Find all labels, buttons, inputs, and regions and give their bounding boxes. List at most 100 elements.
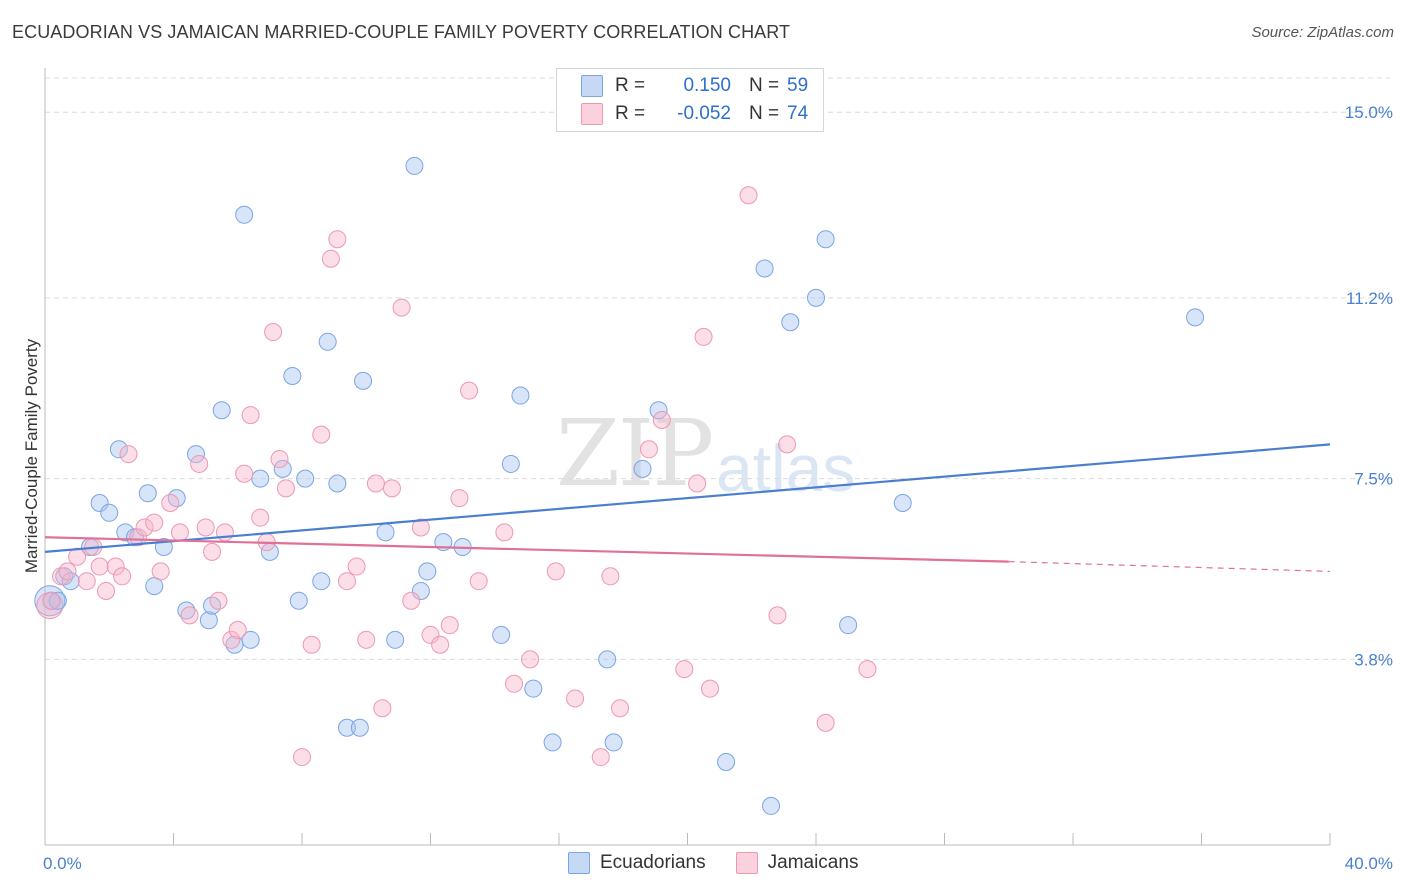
- jamaican-point: [546, 562, 565, 581]
- jamaican-point: [688, 474, 707, 493]
- jamaican-point: [328, 230, 347, 249]
- ecuadorian-point: [312, 572, 331, 591]
- jamaican-trend-extension: [1008, 561, 1331, 573]
- jamaican-point: [739, 186, 758, 205]
- jamaican-point: [392, 298, 411, 317]
- ecuadorian-point: [807, 288, 825, 307]
- ecuadorian-point: [90, 494, 109, 513]
- jamaican-point: [652, 410, 671, 429]
- legend-n-label: N =: [749, 103, 780, 124]
- ecuadorian-point: [289, 591, 308, 610]
- jamaican-point: [190, 454, 209, 473]
- ecuadorian-point: [235, 205, 254, 224]
- legend-swatch-jamaicans: [581, 103, 603, 125]
- jamaican-point: [421, 625, 440, 644]
- ecuadorian-point: [318, 332, 337, 351]
- jamaican-point: [235, 464, 254, 483]
- jamaican-point: [778, 435, 797, 454]
- jamaican-point: [228, 621, 247, 640]
- series-legend-jamaicans[interactable]: Jamaicans: [735, 852, 858, 874]
- ecuadorian-point: [501, 454, 520, 473]
- series-swatch-ecuadorians: [568, 852, 590, 874]
- legend-n-value: 74: [787, 103, 809, 124]
- watermark-zip: ZIP: [556, 400, 714, 507]
- jamaican-point: [858, 660, 877, 679]
- jamaican-point: [321, 249, 340, 268]
- series-legend: Ecuadorians Jamaicans: [568, 852, 888, 874]
- y-tick-label: 15.0%: [1345, 103, 1393, 122]
- legend-r-label: R =: [615, 75, 646, 96]
- ecuadorian-point: [755, 259, 774, 278]
- jamaican-point: [460, 381, 479, 400]
- jamaican-point: [58, 562, 77, 581]
- ecuadorian-trend-line: [44, 443, 1331, 553]
- jamaican-point: [276, 479, 295, 498]
- legend-row-ecuadorians: R = 0.150 N = 59: [581, 73, 808, 99]
- jamaican-point: [505, 674, 524, 693]
- jamaican-point: [440, 616, 459, 635]
- jamaican-point: [293, 748, 311, 767]
- jamaican-trend-line: [44, 536, 1009, 563]
- legend: R = 0.150 N = 59 R = -0.052 N = 74: [556, 68, 824, 132]
- ecuadorian-point: [296, 469, 315, 488]
- ecuadorian-point: [604, 733, 623, 752]
- jamaican-point: [135, 518, 154, 537]
- jamaican-point: [700, 679, 719, 698]
- ecuadorian-point: [212, 401, 231, 420]
- series-label-ecuadorians: Ecuadorians: [600, 852, 706, 873]
- ecuadorian-point: [273, 459, 292, 478]
- y-tick-label: 11.2%: [1346, 289, 1393, 308]
- x-tick-label-max: 40.0%: [1345, 854, 1393, 873]
- legend-r-label: R =: [615, 103, 646, 124]
- jamaican-point: [119, 445, 138, 464]
- ecuadorian-point: [1186, 308, 1205, 327]
- ecuadorian-point: [376, 523, 395, 542]
- ecuadorian-point: [598, 650, 617, 669]
- ecuadorian-point: [109, 440, 128, 459]
- jamaican-point: [180, 606, 199, 625]
- ecuadorian-point: [839, 616, 858, 635]
- y-tick-label: 3.8%: [1354, 650, 1393, 669]
- ecuadorian-point: [633, 459, 652, 478]
- jamaican-point: [270, 450, 289, 469]
- ecuadorian-point: [762, 796, 781, 815]
- jamaican-point: [675, 660, 694, 679]
- jamaican-point: [357, 630, 376, 649]
- ecuadorian-point: [418, 562, 437, 581]
- ecuadorian-point: [511, 386, 530, 405]
- jamaican-point: [768, 606, 787, 625]
- jamaican-point: [694, 327, 713, 346]
- legend-r-value: 0.150: [683, 75, 731, 96]
- jamaican-point: [601, 567, 620, 586]
- series-swatch-jamaicans: [735, 852, 758, 874]
- jamaican-point: [145, 513, 164, 532]
- ecuadorian-point: [543, 733, 562, 752]
- ecuadorian-point: [524, 679, 543, 698]
- jamaican-point: [196, 518, 215, 537]
- jamaican-point: [347, 557, 366, 576]
- ecuadorian-point: [781, 313, 800, 332]
- jamaican-point: [816, 713, 835, 732]
- legend-row-jamaicans: R = -0.052 N = 74: [581, 101, 808, 127]
- jamaican-point: [90, 557, 109, 576]
- legend-n-label: N =: [749, 75, 780, 96]
- jamaican-point: [209, 591, 228, 610]
- watermark-atlas: atlas: [716, 431, 856, 505]
- x-tick-label-min: 0.0%: [43, 854, 82, 873]
- ecuadorian-point: [241, 630, 260, 649]
- jamaican-point: [203, 542, 222, 561]
- ecuadorian-point: [328, 474, 347, 493]
- jamaican-point: [373, 699, 392, 718]
- jamaican-point: [521, 650, 540, 669]
- jamaican-point: [402, 591, 421, 610]
- jamaican-point: [151, 562, 170, 581]
- jamaican-point: [312, 425, 331, 444]
- ecuadorian-point: [893, 494, 912, 513]
- ecuadorian-point: [251, 469, 270, 488]
- ecuadorian-point: [225, 635, 244, 654]
- series-legend-ecuadorians[interactable]: Ecuadorians: [568, 852, 706, 874]
- ecuadorian-point: [199, 611, 218, 630]
- chart-source: Source: ZipAtlas.com: [1251, 24, 1394, 41]
- jamaican-point: [222, 630, 241, 649]
- ecuadorian-point: [405, 156, 424, 175]
